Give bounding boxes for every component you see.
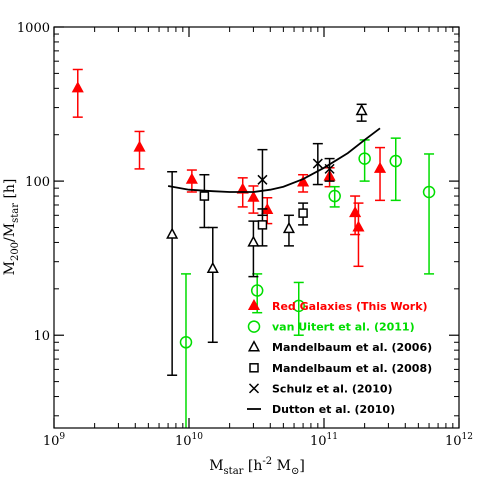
series-3 bbox=[199, 173, 309, 247]
y-label-sub1: 200 bbox=[10, 242, 21, 261]
data-point bbox=[373, 161, 387, 173]
data-point bbox=[312, 158, 323, 169]
ticks-layer: 109 1010 1011 1012 10 100 1000 bbox=[17, 21, 473, 449]
data-point bbox=[236, 182, 249, 194]
series-4 bbox=[257, 142, 335, 217]
legend-item-1: van Uitert et al. (2011) bbox=[247, 320, 415, 334]
x-axis-label: Mstar [h-2 M⊙] bbox=[209, 456, 305, 477]
data-layer bbox=[71, 68, 436, 428]
x-label-sub: star bbox=[224, 466, 244, 477]
y-label-slash: /M bbox=[2, 223, 18, 242]
series-5 bbox=[167, 127, 381, 193]
data-point bbox=[298, 208, 308, 218]
y-label-rest: [h] bbox=[2, 179, 18, 203]
y-tick-label: 100 bbox=[25, 175, 50, 190]
legend-item-4: Schulz et al. (2010) bbox=[248, 382, 393, 395]
data-point bbox=[282, 221, 295, 234]
x-label-sup: -2 bbox=[262, 456, 272, 467]
data-point bbox=[250, 284, 264, 297]
data-point bbox=[247, 190, 260, 202]
data-point bbox=[297, 175, 310, 187]
legend-item-0: Red Galaxies (This Work) bbox=[247, 298, 428, 313]
x-label-rest: [h bbox=[243, 458, 262, 474]
legend-label: Red Galaxies (This Work) bbox=[272, 300, 428, 313]
data-point bbox=[358, 152, 371, 165]
x-tick-label: 1010 bbox=[175, 432, 203, 449]
series-0 bbox=[71, 68, 387, 268]
legend-label: van Uitert et al. (2011) bbox=[272, 321, 415, 334]
legend: Red Galaxies (This Work) van Uitert et al… bbox=[247, 298, 432, 416]
x-tick-label: 109 bbox=[43, 432, 66, 449]
legend-label: Mandelbaum et al. (2008) bbox=[272, 362, 432, 375]
y-axis-label: M200/Mstar [h] bbox=[2, 179, 21, 276]
data-point bbox=[328, 189, 341, 203]
x-label-main: M bbox=[209, 458, 223, 474]
legend-marker bbox=[247, 340, 261, 352]
data-point bbox=[185, 172, 198, 184]
legend-label: Mandelbaum et al. (2006) bbox=[272, 341, 432, 354]
series-2 bbox=[166, 103, 368, 376]
y-label-sub2: star bbox=[10, 203, 21, 223]
y-tick-label: 1000 bbox=[17, 21, 50, 36]
data-point bbox=[257, 174, 268, 185]
legend-marker bbox=[249, 363, 259, 373]
legend-item-3: Mandelbaum et al. (2008) bbox=[249, 362, 432, 375]
data-point bbox=[355, 103, 368, 116]
data-point bbox=[133, 140, 146, 152]
data-point bbox=[71, 81, 84, 93]
data-point bbox=[422, 185, 436, 199]
data-point bbox=[389, 154, 402, 168]
data-point bbox=[206, 261, 219, 273]
legend-label: Schulz et al. (2010) bbox=[272, 382, 393, 395]
series-1 bbox=[179, 137, 436, 428]
x-tick-label: 1012 bbox=[445, 432, 473, 449]
data-point bbox=[257, 220, 268, 230]
x-label-close: ] bbox=[299, 458, 304, 474]
data-point bbox=[349, 206, 362, 218]
x-tick-label: 1011 bbox=[310, 432, 338, 449]
legend-marker bbox=[247, 320, 261, 333]
series-line bbox=[167, 127, 381, 193]
data-point bbox=[292, 299, 305, 313]
legend-marker bbox=[247, 298, 261, 310]
legend-label: Dutton et al. (2010) bbox=[272, 403, 395, 416]
legend-marker bbox=[248, 383, 260, 394]
data-point bbox=[247, 235, 260, 247]
data-point bbox=[199, 191, 210, 201]
data-point bbox=[352, 220, 365, 232]
x-label-unit: M bbox=[272, 458, 291, 474]
data-point bbox=[166, 227, 179, 239]
legend-item-2: Mandelbaum et al. (2006) bbox=[247, 340, 432, 354]
legend-item-5: Dutton et al. (2010) bbox=[247, 403, 395, 416]
y-label-main: M bbox=[2, 261, 18, 275]
data-point bbox=[179, 336, 193, 349]
y-tick-label: 10 bbox=[33, 329, 50, 344]
x-label-unit-sub: ⊙ bbox=[291, 466, 299, 477]
